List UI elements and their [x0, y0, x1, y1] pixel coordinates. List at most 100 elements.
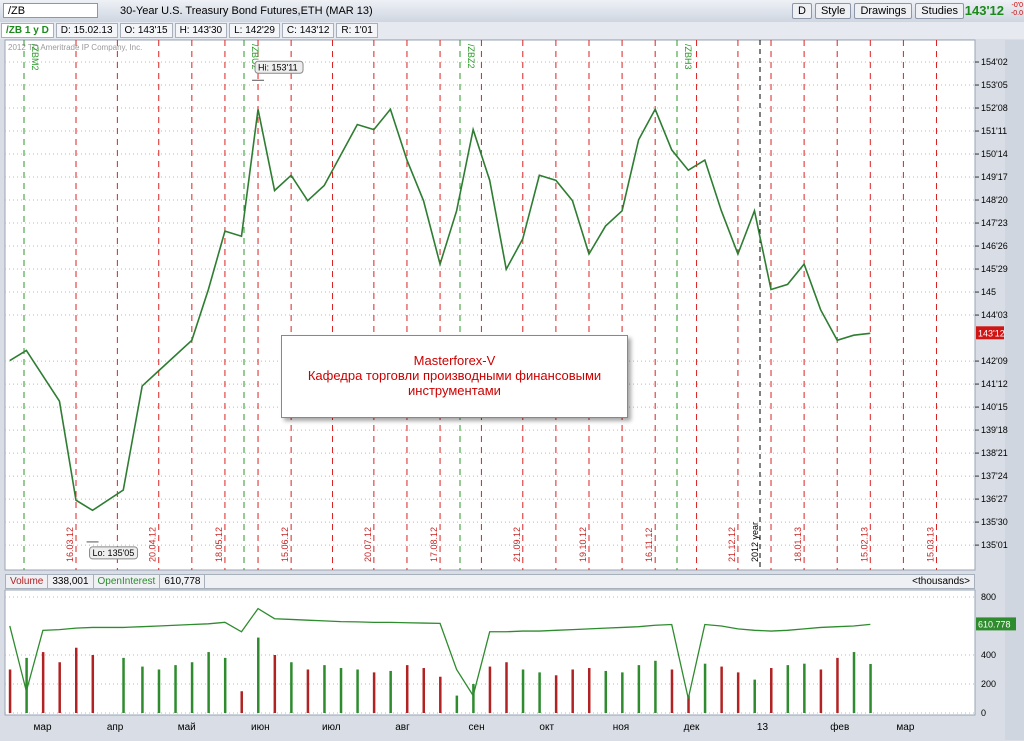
- last-price: 143'12: [964, 3, 1004, 18]
- toolbar-button[interactable]: Studies: [915, 3, 964, 19]
- volume-bar: [157, 669, 161, 713]
- annotation-text: Кафедра торговли производными финансовым…: [307, 368, 602, 398]
- month-label: мар: [896, 722, 914, 733]
- legend-name: OpenInterest: [94, 575, 161, 588]
- month-label: окт: [539, 722, 554, 733]
- volume-bar: [75, 647, 78, 713]
- contract-line-label: /ZBZ2: [466, 44, 476, 69]
- y-tick-label: 145: [981, 287, 996, 297]
- y-tick-label: 150'14: [981, 149, 1008, 159]
- volume-bar: [25, 657, 28, 713]
- volume-bar: [306, 669, 310, 713]
- y-tick-label: 141'12: [981, 379, 1008, 389]
- symbol-description: 30-Year U.S. Treasury Bond Futures,ETH (…: [120, 5, 373, 17]
- chart-label[interactable]: /ZB 1 y D: [1, 23, 54, 38]
- volume-bar: [621, 672, 624, 713]
- month-label: апр: [107, 722, 124, 733]
- volume-bar: [521, 669, 525, 713]
- volume-bar: [240, 691, 243, 713]
- volume-bar: [339, 668, 343, 713]
- volume-bar: [587, 668, 591, 713]
- high-label: Hi: 153'11: [258, 62, 298, 72]
- high-label-box: [254, 60, 304, 74]
- volume-bar: [720, 666, 723, 713]
- volume-bar: [736, 672, 740, 713]
- volume-bar: [422, 668, 426, 713]
- volume-bar: [753, 679, 756, 713]
- date-line-label: 20.04.12: [148, 527, 158, 562]
- volume-bar: [58, 662, 61, 713]
- volume-bar: [472, 683, 475, 713]
- volume-bar: [8, 669, 12, 713]
- volume-bar: [290, 662, 293, 713]
- volume-bar: [770, 668, 773, 713]
- y-tick-label: 135'01: [981, 540, 1008, 550]
- legend-name: Volume: [6, 575, 49, 588]
- volume-bar: [389, 670, 392, 713]
- date-line-label: 19.10.12: [578, 527, 588, 562]
- open-interest-line: [9, 607, 871, 699]
- y-tick-label: 153'05: [981, 80, 1008, 90]
- date-line-label: 21.12.12: [727, 527, 737, 562]
- toolbar-button[interactable]: Drawings: [854, 3, 913, 19]
- volume-bar: [554, 675, 558, 713]
- toolbar-buttons: D Style Drawings Studies: [792, 3, 964, 19]
- y-tick-label: 139'18: [981, 425, 1008, 435]
- volume-bar: [41, 652, 45, 713]
- month-label: 13: [757, 722, 769, 733]
- volume-bar: [323, 665, 326, 713]
- y-tick-label: 145'29: [981, 264, 1008, 274]
- y-tick-label: 151'11: [981, 126, 1007, 136]
- month-label: ноя: [613, 722, 630, 733]
- volume-bar: [174, 665, 177, 713]
- contract-line-label: /ZBH3: [683, 44, 693, 70]
- info-field: C: 143'12: [281, 23, 335, 38]
- volume-bar: [604, 670, 608, 713]
- volume-bar: [257, 637, 260, 713]
- unit-label: <thousands>: [912, 576, 970, 587]
- volume-bar: [356, 669, 359, 713]
- volume-bar: [819, 669, 823, 713]
- volume-bar: [852, 652, 856, 713]
- y-tick-label: 149'17: [981, 172, 1008, 182]
- month-label: июн: [251, 722, 270, 733]
- volume-header: Volume 338,001 OpenInterest 610,778 <thousan…: [5, 574, 975, 589]
- date-line-label: 15.06.12: [280, 527, 290, 562]
- contract-line-label: /ZBU2: [250, 44, 260, 70]
- y-tick-label: 136'27: [981, 494, 1008, 504]
- y-tick-label: 148'20: [981, 195, 1008, 205]
- date-line-label: 18.01.13: [793, 527, 803, 562]
- y-tick-label: 144'03: [981, 310, 1008, 320]
- date-line-label: 16.03.12: [65, 527, 75, 562]
- legend-value: 338,001: [48, 575, 94, 588]
- volume-bar: [687, 695, 690, 713]
- month-label: авг: [395, 722, 410, 733]
- date-line-label: 17.08.12: [429, 527, 439, 562]
- volume-bar: [273, 654, 277, 713]
- y-tick-label: 142'09: [981, 356, 1008, 366]
- volume-bar: [91, 654, 95, 713]
- net-change: -0'0: [1011, 2, 1023, 9]
- last-price-box: [976, 326, 1004, 340]
- toolbar-button[interactable]: D: [792, 3, 812, 19]
- y-tick-label: 138'21: [981, 448, 1008, 458]
- volume-bar: [190, 662, 194, 713]
- volume-bar: [405, 665, 409, 713]
- volume-bar: [505, 662, 508, 713]
- volume-bar: [869, 663, 872, 713]
- month-label: фев: [830, 721, 849, 733]
- month-label: дек: [684, 722, 700, 733]
- y-tick-label: 147'23: [981, 218, 1008, 228]
- volume-bar: [372, 672, 376, 713]
- month-label: май: [178, 722, 196, 733]
- y-tick-label: 152'08: [981, 103, 1008, 113]
- symbol-input[interactable]: /ZB: [3, 3, 98, 18]
- info-bar: /ZB 1 y D D: 15.02.13 O: 143'15 H: 143'30 L…: [0, 22, 1024, 39]
- price-panel: [4, 39, 976, 571]
- info-field: D: 15.02.13: [55, 23, 118, 38]
- volume-bar: [637, 665, 641, 713]
- side-bar: [1005, 40, 1024, 740]
- toolbar-button[interactable]: Style: [814, 3, 852, 19]
- y-tick-label: 154'02: [981, 57, 1008, 67]
